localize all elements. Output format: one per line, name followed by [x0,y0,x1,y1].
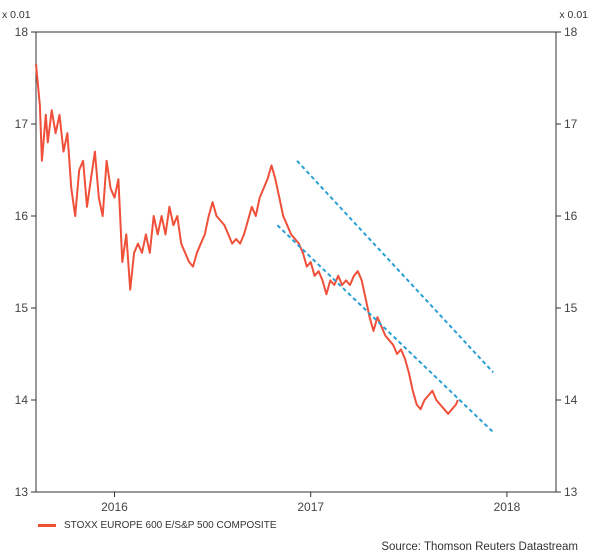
y-tick-label-right: 15 [564,301,578,315]
y-tick-label-right: 14 [564,393,578,407]
legend-swatch [38,524,56,527]
axis-ticks [31,31,561,497]
y-tick-label-left: 16 [15,209,29,223]
x-tick-label: 2018 [494,500,521,514]
y-tick-label-left: 18 [15,25,29,39]
series-line [35,64,459,415]
tick-labels: 13 13 14 14 15 15 16 16 17 17 18 18 2016 2017 2018 [15,25,578,514]
y-tick-label-left: 14 [15,393,29,407]
trend-channel-lower [276,224,494,433]
right-unit-label: x 0.01 [559,9,588,21]
legend-label: STOXX EUROPE 600 E/S&P 500 COMPOSITE [64,520,277,531]
y-tick-label-right: 13 [564,485,578,499]
y-tick-label-left: 13 [15,485,29,499]
y-tick-label-right: 16 [564,209,578,223]
trend-channel-upper [296,160,494,374]
legend: STOXX EUROPE 600 E/S&P 500 COMPOSITE [38,520,277,531]
y-tick-label-left: 15 [15,301,29,315]
plot-frame [35,31,557,493]
y-tick-label-left: 17 [15,117,29,131]
y-tick-label-right: 18 [564,25,578,39]
source-note: Source: Thomson Reuters Datastream [381,541,578,553]
series-layer [35,64,459,415]
y-tick-label-right: 17 [564,117,578,131]
x-tick-label: 2017 [297,500,324,514]
left-unit-label: x 0.01 [2,9,31,21]
x-tick-label: 2016 [101,500,128,514]
annotations-layer [276,160,494,433]
